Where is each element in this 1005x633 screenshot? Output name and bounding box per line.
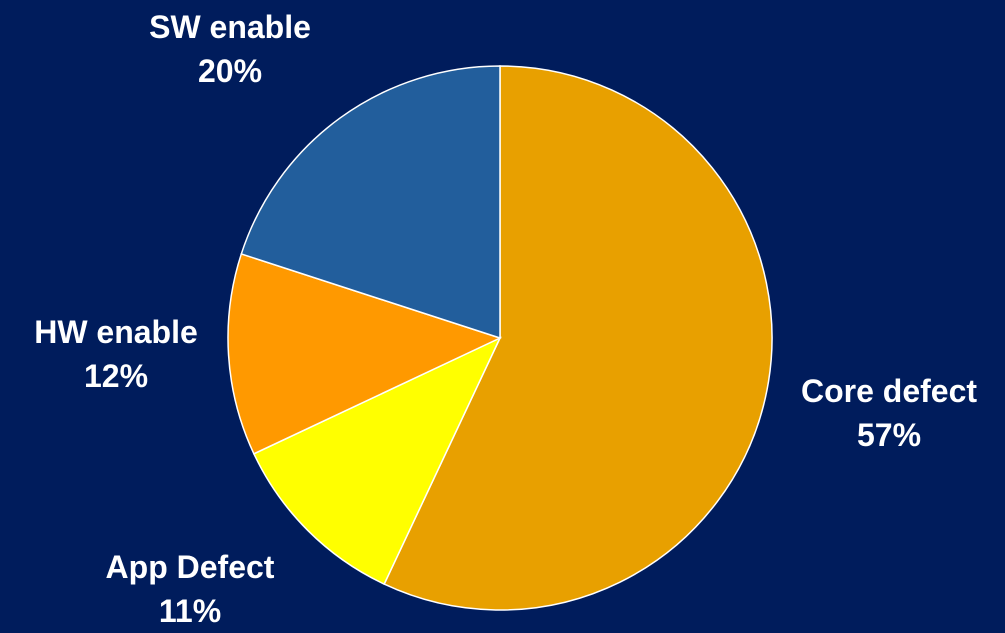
pie-slice-core-defect [383,65,773,611]
pie-label-hw-enable: HW enable 12% [34,314,198,394]
pie-label-sw-enable: SW enable 20% [149,9,311,89]
pie-label-percent: 57% [857,417,921,453]
pie-label-percent: 20% [198,53,262,89]
pie-label-app-defect: App Defect 11% [106,549,275,629]
pie-label-name: Core defect [801,373,977,409]
pie-labels: Core defect 57% App Defect 11% HW enable 12% S… [34,9,977,629]
pie-label-name: App Defect [106,549,275,585]
pie-label-core-defect: Core defect 57% [801,373,977,453]
pie-label-percent: 12% [84,358,148,394]
pie-slices [227,65,773,611]
pie-slice-sw-enable [240,65,501,340]
pie-label-name: HW enable [34,314,198,350]
pie-slice-app-defect [252,336,502,586]
pie-label-name: SW enable [149,9,311,45]
pie-slice-hw-enable [227,253,503,455]
pie-label-percent: 11% [159,593,221,629]
